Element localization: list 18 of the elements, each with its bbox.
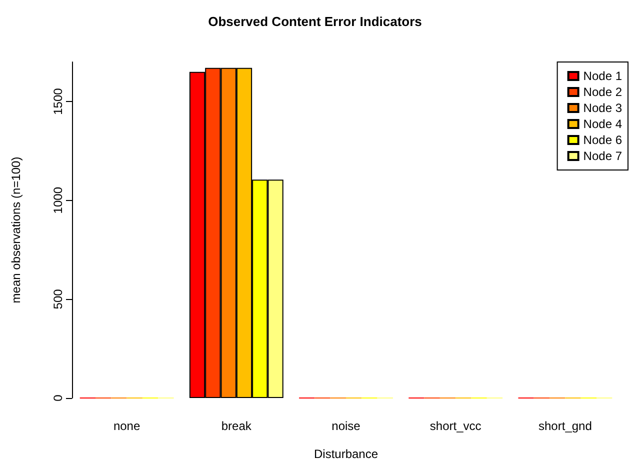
chart-title: Observed Content Error Indicators	[208, 14, 422, 29]
legend-label: Node 4	[583, 117, 622, 131]
x-tick-label: none	[113, 419, 140, 433]
y-tick-label: 1000	[51, 186, 65, 214]
legend-label: Node 3	[583, 101, 622, 115]
x-tick-label: break	[221, 419, 252, 433]
legend-label: Node 2	[583, 85, 622, 99]
x-tick-label: short_gnd	[538, 419, 592, 433]
legend-label: Node 7	[583, 149, 622, 163]
legend-label: Node 1	[583, 69, 622, 83]
x-tick-label: short_vcc	[430, 419, 482, 433]
y-axis-title: mean observations (n=100)	[9, 156, 23, 304]
legend-label: Node 6	[583, 133, 622, 147]
x-tick-label: noise	[332, 419, 361, 433]
y-tick-label: 0	[51, 394, 65, 402]
y-tick-label: 1500	[51, 88, 65, 115]
y-tick-label: 500	[51, 288, 65, 310]
x-axis-title: Disturbance	[314, 447, 378, 461]
